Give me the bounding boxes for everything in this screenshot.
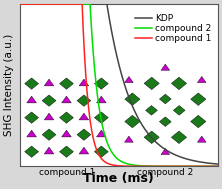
Text: compound 2: compound 2 [137,168,193,177]
Polygon shape [97,96,106,103]
Polygon shape [191,115,206,128]
compound 1 [18,3,21,5]
Text: compound 1: compound 1 [39,168,95,177]
compound 2 [115,156,117,159]
Line: compound 2: compound 2 [20,4,218,166]
Polygon shape [44,79,54,86]
Polygon shape [146,105,157,115]
Polygon shape [24,66,111,161]
Polygon shape [161,64,170,70]
Polygon shape [144,77,159,90]
KDP [28,3,31,5]
Polygon shape [27,130,36,137]
Line: compound 1: compound 1 [20,4,218,166]
compound 1 [115,164,117,167]
Polygon shape [62,130,71,137]
compound 1 [109,163,112,166]
Polygon shape [171,77,187,90]
Polygon shape [62,96,71,103]
Polygon shape [171,131,187,144]
Polygon shape [197,136,206,142]
compound 1 [211,165,213,167]
KDP [174,154,177,156]
compound 2 [211,165,213,167]
Polygon shape [59,146,73,157]
compound 2 [18,3,21,5]
Polygon shape [59,78,73,89]
Polygon shape [79,113,89,120]
Line: KDP: KDP [20,4,218,164]
Polygon shape [173,105,185,115]
Polygon shape [77,95,91,106]
Legend: KDP, compound 2, compound 1: KDP, compound 2, compound 1 [133,12,213,45]
Polygon shape [27,96,36,103]
compound 2 [216,165,219,167]
Polygon shape [59,112,73,123]
compound 1 [28,3,31,5]
Y-axis label: SHG Intensity (a.u.): SHG Intensity (a.u.) [4,34,14,136]
compound 1 [211,165,213,167]
compound 1 [216,165,219,167]
KDP [216,163,219,165]
Polygon shape [25,146,39,157]
Polygon shape [197,77,206,83]
Polygon shape [125,93,140,105]
Polygon shape [77,129,91,140]
Polygon shape [44,113,54,120]
compound 2 [109,149,112,152]
X-axis label: Time (ms): Time (ms) [83,172,154,185]
Polygon shape [161,148,170,155]
Polygon shape [42,129,56,140]
KDP [211,162,213,165]
Polygon shape [125,77,133,83]
KDP [109,26,112,28]
Polygon shape [79,147,89,154]
Polygon shape [79,79,89,86]
Polygon shape [191,93,206,105]
Polygon shape [42,95,56,106]
Polygon shape [94,146,108,157]
Polygon shape [125,115,140,128]
Polygon shape [44,147,54,154]
Polygon shape [144,131,159,144]
KDP [18,3,21,5]
compound 1 [174,165,177,167]
KDP [115,52,117,54]
Polygon shape [25,112,39,123]
Polygon shape [119,66,212,161]
compound 2 [174,165,177,167]
Polygon shape [25,78,39,89]
Polygon shape [159,117,171,126]
Polygon shape [97,130,106,137]
compound 2 [28,3,31,5]
Polygon shape [125,136,133,142]
KDP [211,162,213,165]
Polygon shape [94,78,108,89]
Polygon shape [159,94,171,104]
compound 2 [211,165,213,167]
Polygon shape [94,112,108,123]
